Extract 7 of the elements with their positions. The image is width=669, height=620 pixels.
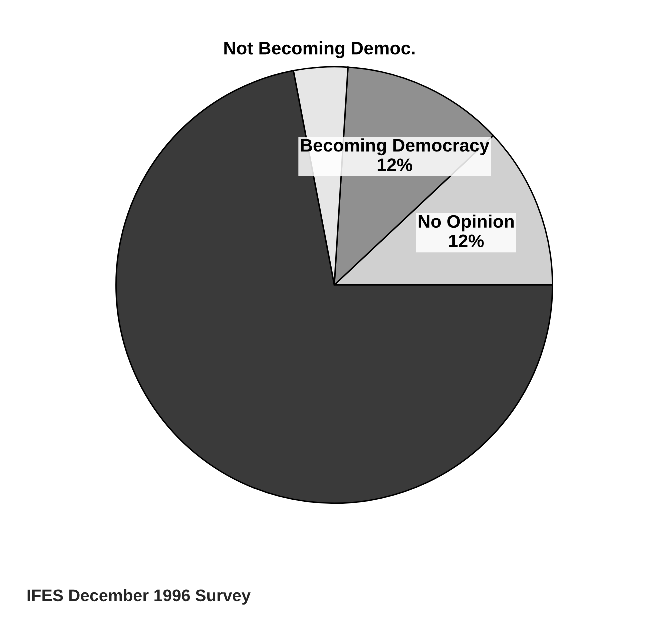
slice-label: Not Becoming Democ.: [224, 42, 415, 58]
slice-label: Becoming Democracy: [301, 138, 490, 156]
data-label: 12%: [378, 158, 412, 172]
pie-slice: [116, 70, 554, 504]
data-label: 12%: [449, 234, 484, 248]
slice-label: No Opinion: [418, 214, 514, 232]
text: IFES December 1996 Survey: [28, 589, 251, 605]
